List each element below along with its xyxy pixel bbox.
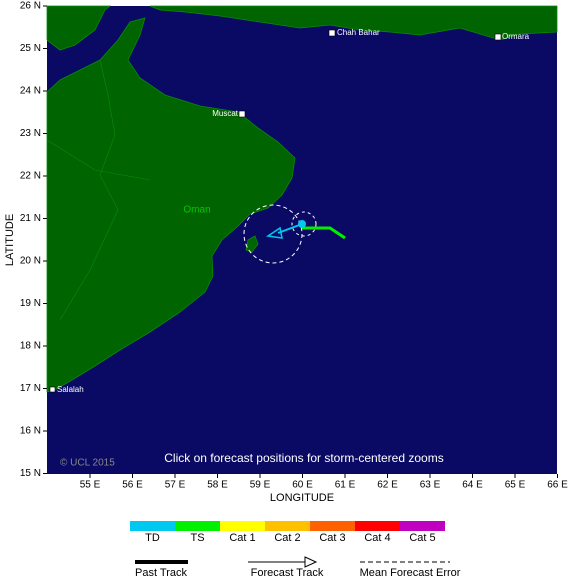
y-tick-label: 20 N	[20, 256, 41, 267]
legend-swatch	[400, 521, 445, 531]
place-label: Muscat	[212, 109, 239, 118]
line-legend	[135, 556, 450, 568]
legend-swatch	[175, 521, 220, 531]
legend-swatch	[355, 521, 400, 531]
x-tick-label: 65 E	[505, 480, 526, 491]
y-tick-label: 21 N	[20, 213, 41, 224]
y-tick-label: 19 N	[20, 298, 41, 309]
country-label: Oman	[183, 205, 210, 216]
legend-label: Cat 2	[274, 532, 300, 544]
legend-label: Forecast Track	[251, 567, 324, 579]
x-tick-label: 64 E	[462, 480, 483, 491]
legend-label: Past Track	[135, 567, 187, 579]
legend-swatch	[130, 521, 175, 531]
x-tick-label: 55 E	[80, 480, 101, 491]
note: Click on forecast positions for storm-ce…	[164, 451, 443, 465]
place-label: Ormara	[502, 32, 530, 41]
y-tick-label: 18 N	[20, 341, 41, 352]
forecast-track	[277, 223, 303, 234]
legend-label: Cat 1	[229, 532, 255, 544]
legend-label: TS	[190, 532, 204, 544]
x-axis-label: LONGITUDE	[270, 492, 334, 504]
error-cone	[291, 211, 317, 237]
forecast-arrow[interactable]	[265, 226, 283, 239]
y-tick-label: 15 N	[20, 468, 41, 479]
copyright: © UCL 2015	[60, 458, 115, 469]
y-tick-label: 22 N	[20, 171, 41, 182]
land	[46, 5, 558, 393]
y-tick-label: 23 N	[20, 128, 41, 139]
legend-label: Cat 4	[364, 532, 390, 544]
place-label: Chah Bahar	[337, 28, 380, 37]
place-label: Salalah	[57, 385, 84, 394]
borders	[46, 59, 151, 321]
y-tick-label: 16 N	[20, 426, 41, 437]
y-axis-label: LATITUDE	[4, 214, 16, 266]
legend-swatch	[265, 521, 310, 531]
x-tick-label: 61 E	[335, 480, 356, 491]
storm	[243, 204, 346, 264]
x-tick-label: 59 E	[250, 480, 271, 491]
place-markers	[49, 29, 502, 393]
x-tick-label: 63 E	[420, 480, 441, 491]
legend-swatch	[220, 521, 265, 531]
legend-label: TD	[145, 532, 160, 544]
x-tick-label: 62 E	[377, 480, 398, 491]
x-tick-label: 56 E	[122, 480, 143, 491]
x-tick-label: 60 E	[292, 480, 313, 491]
y-tick-label: 17 N	[20, 383, 41, 394]
y-tick-label: 24 N	[20, 86, 41, 97]
current-position[interactable]	[298, 220, 306, 228]
error-cone	[243, 204, 303, 264]
legend-label: Cat 3	[319, 532, 345, 544]
x-tick-label: 57 E	[165, 480, 186, 491]
legend-label: Cat 5	[409, 532, 435, 544]
past-track	[302, 226, 346, 240]
x-tick-label: 58 E	[207, 480, 228, 491]
x-tick-label: 66 E	[547, 480, 568, 491]
legend-label: Mean Forecast Error	[360, 567, 461, 579]
y-tick-label: 25 N	[20, 43, 41, 54]
y-tick-label: 26 N	[20, 1, 41, 12]
legend-swatch	[310, 521, 355, 531]
